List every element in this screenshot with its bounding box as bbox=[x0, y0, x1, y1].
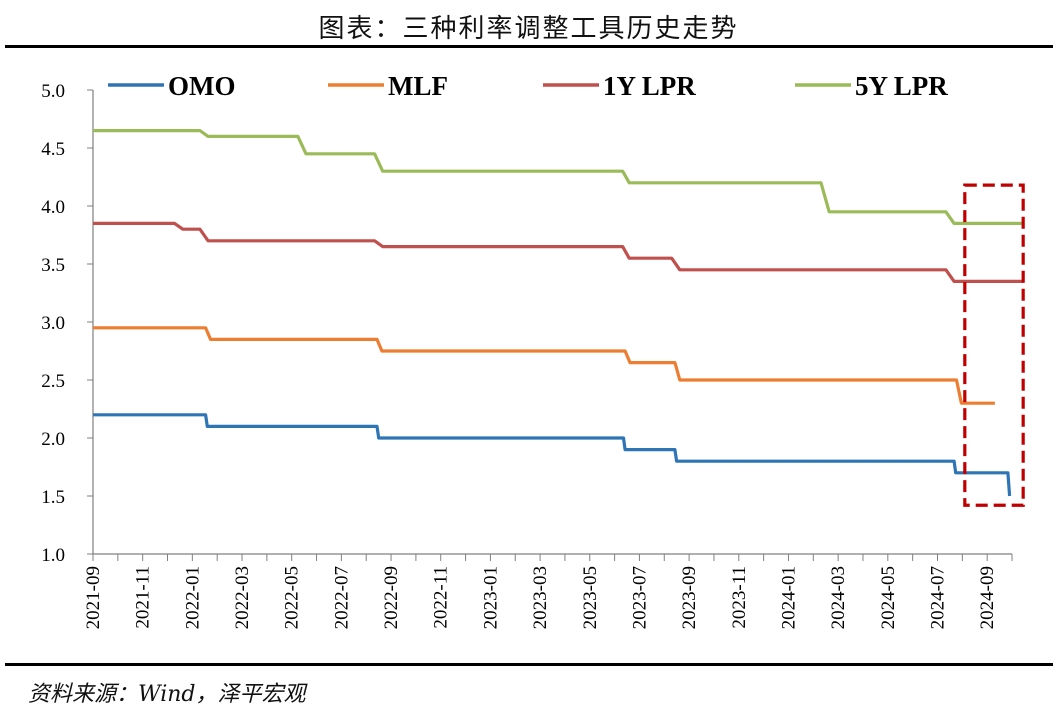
x-tick-label: 2024-05 bbox=[878, 566, 899, 629]
series-line-omo bbox=[93, 413, 1012, 497]
x-tick-label: 2024-03 bbox=[828, 566, 849, 629]
x-tick-label: 2022-03 bbox=[232, 566, 253, 629]
y-tick-label: 3.5 bbox=[41, 255, 65, 276]
y-tick-label: 1.5 bbox=[41, 487, 65, 508]
x-tick-label: 2023-03 bbox=[530, 566, 551, 629]
x-tick-label: 2023-07 bbox=[629, 566, 650, 629]
y-tick-label: 3.0 bbox=[41, 313, 65, 334]
x-tick-label: 2023-09 bbox=[679, 566, 700, 629]
x-tick-label: 2024-01 bbox=[778, 566, 799, 629]
legend-label: 5Y LPR bbox=[855, 71, 948, 101]
x-tick-label: 2022-11 bbox=[431, 566, 452, 629]
chart-title: 图表：三种利率调整工具历史走势 bbox=[318, 14, 739, 44]
x-tick-label: 2021-09 bbox=[83, 566, 104, 629]
x-tick-label: 2024-09 bbox=[977, 566, 998, 629]
source-note: 资料来源：Wind，泽平宏观 bbox=[28, 682, 306, 707]
legend-label: 1Y LPR bbox=[603, 71, 696, 101]
series-line-5y-lpr bbox=[93, 129, 1024, 225]
bottom-rule bbox=[5, 663, 1053, 666]
x-tick-label: 2022-09 bbox=[381, 566, 402, 629]
highlight-box bbox=[963, 183, 1025, 507]
top-rule bbox=[5, 45, 1053, 48]
y-tick-label: 4.0 bbox=[41, 197, 65, 218]
x-tick-label: 2023-05 bbox=[580, 566, 601, 629]
x-tick-label: 2023-11 bbox=[729, 566, 750, 629]
legend-label: MLF bbox=[388, 71, 448, 101]
y-tick-label: 5.0 bbox=[41, 81, 65, 102]
y-tick-label: 2.0 bbox=[41, 429, 65, 450]
y-tick-label: 1.0 bbox=[41, 545, 65, 566]
x-tick-label: 2023-01 bbox=[480, 566, 501, 629]
y-tick-label: 4.5 bbox=[41, 139, 65, 160]
x-tick-label: 2022-05 bbox=[282, 566, 303, 629]
series-line-1y-lpr bbox=[93, 221, 1024, 283]
series-line-mlf bbox=[93, 326, 995, 405]
x-tick-label: 2024-07 bbox=[927, 566, 948, 629]
y-tick-label: 2.5 bbox=[41, 371, 65, 392]
x-tick-label: 2022-01 bbox=[182, 566, 203, 629]
legend-label: OMO bbox=[168, 71, 236, 101]
x-tick-label: 2022-07 bbox=[331, 566, 352, 629]
x-tick-label: 2021-11 bbox=[133, 566, 154, 629]
